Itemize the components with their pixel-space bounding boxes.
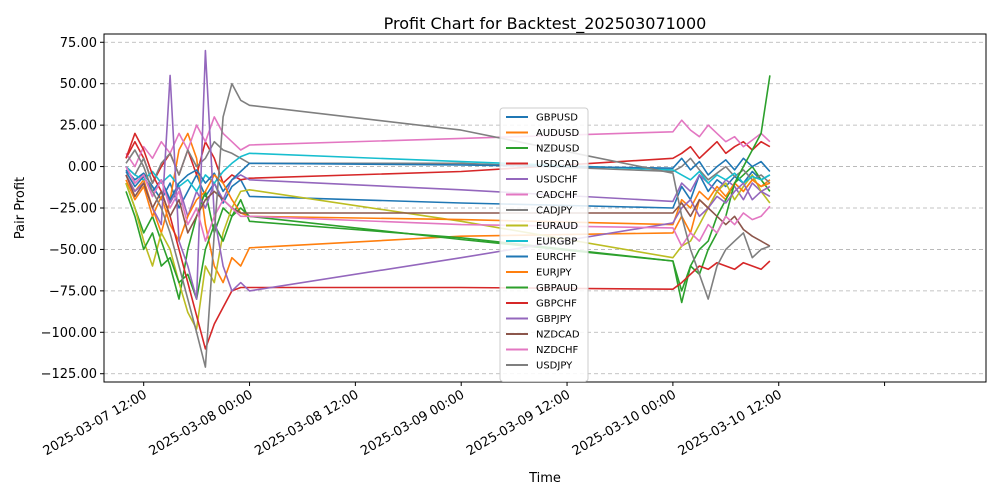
series-line-gbpjpy (125, 49, 771, 300)
series-line-eurjpy (125, 174, 771, 242)
legend-label: USDCAD (536, 159, 579, 170)
legend-label: NZDCAD (536, 330, 580, 341)
y-tick-label: 25.00 (60, 119, 97, 134)
x-axis-label: Time (528, 471, 561, 486)
legend: GBPUSD AUDUSD NZDUSD USDCAD USDCHF CADCHF CADJ… (499, 107, 589, 382)
legend-label: EURJPY (536, 268, 572, 279)
legend-label: EURCHF (536, 252, 577, 263)
y-tick-label: 0.00 (68, 160, 97, 175)
series-line-eurchf (125, 157, 771, 201)
y-tick-label: 50.00 (60, 77, 97, 92)
series-line-eurgbp (125, 152, 771, 193)
series-line-gbpaud (125, 75, 771, 304)
legend-label: GBPCHF (536, 299, 577, 310)
series-line-euraud (125, 174, 771, 330)
y-tick-label: −75.00 (49, 284, 97, 299)
y-tick-label: 75.00 (60, 36, 97, 51)
y-axis-label: Pair Profit (13, 177, 28, 239)
series-layer (125, 49, 771, 368)
legend-label: GBPAUD (536, 283, 578, 294)
legend-label: NZDCHF (536, 345, 579, 356)
legend-label: NZDUSD (536, 144, 580, 155)
legend-box (499, 107, 589, 382)
legend-label: GBPUSD (536, 113, 578, 124)
legend-label: GBPJPY (536, 314, 572, 325)
legend-label: CADJPY (536, 206, 573, 217)
chart-title: Profit Chart for Backtest_202503071000 (384, 14, 707, 34)
legend-label: USDCHF (536, 175, 578, 186)
series-line-nzdchf (125, 166, 771, 247)
legend-label: USDJPY (536, 361, 573, 372)
legend-label: EURGBP (536, 237, 577, 248)
y-tick-label: −50.00 (49, 243, 97, 258)
y-tick-label: −25.00 (49, 202, 97, 217)
legend-label: CADCHF (536, 190, 578, 201)
series-line-usdjpy (125, 82, 771, 368)
y-tick-label: −125.00 (41, 367, 97, 382)
y-tick-label: −100.00 (41, 326, 97, 341)
legend-label: EURAUD (536, 221, 578, 232)
legend-label: AUDUSD (536, 128, 580, 139)
